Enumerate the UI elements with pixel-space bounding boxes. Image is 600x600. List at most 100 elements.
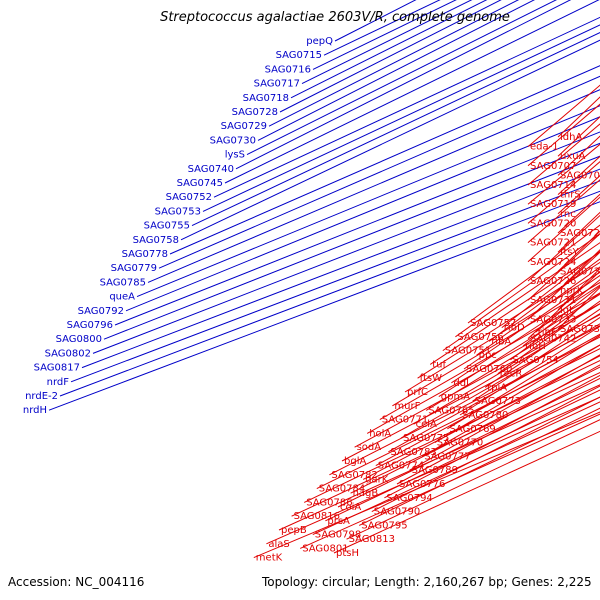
reverse-gene-label: ftsY: [560, 247, 579, 258]
forward-leader: [235, 0, 572, 170]
reverse-gene-label: SAG0709: [560, 170, 600, 181]
forward-gene-label: SAG0753: [155, 206, 201, 217]
forward-leader: [257, 0, 536, 141]
reverse-gene-label: SAG0742: [530, 334, 576, 345]
reverse-gene-label: hprK: [560, 286, 584, 297]
reverse-leader: [425, 303, 600, 411]
reverse-gene-label: tuf: [432, 359, 446, 370]
reverse-gene-label: SAG0777: [424, 451, 470, 462]
reverse-leader: [333, 430, 600, 554]
forward-gene-label: SAG0792: [78, 306, 124, 317]
reverse-gene-label: tpiA: [487, 382, 507, 393]
forward-leader: [202, 24, 600, 212]
forward-gene-label: SAG0718: [243, 93, 289, 104]
forward-gene-label: SAG0715: [276, 50, 322, 61]
reverse-gene-label: SAG0721: [530, 238, 576, 249]
reverse-leader: [325, 389, 600, 522]
reverse-gene-label: SAG0776: [399, 479, 445, 490]
forward-leader: [136, 105, 600, 298]
forward-leader: [48, 201, 600, 411]
forward-leader: [92, 155, 600, 354]
reverse-gene-label: SAG0765: [428, 405, 474, 416]
forward-gene-label: nrdH: [23, 405, 47, 416]
reverse-leader: [463, 274, 600, 370]
reverse-leader: [413, 313, 600, 425]
reverse-gene-label: ppc: [479, 350, 497, 361]
reverse-leader: [388, 333, 600, 453]
forward-gene-label: pepQ: [306, 36, 333, 47]
reverse-leader: [434, 344, 600, 444]
forward-leader: [180, 39, 600, 241]
forward-leader: [158, 75, 600, 269]
reverse-leader: [379, 292, 600, 421]
forward-gene-label: SAG0817: [34, 363, 80, 374]
forward-gene-label: SAG0802: [45, 348, 91, 359]
reverse-gene-label: SAG0784: [319, 484, 365, 495]
forward-gene-label: SAG0785: [100, 277, 146, 288]
reverse-gene-label: prfC: [407, 387, 428, 398]
reverse-gene-label: SAG0751: [445, 346, 491, 357]
map-title: Streptococcus agalactiae 2603V/R, comple…: [160, 10, 510, 25]
reverse-gene-label: celA: [416, 419, 437, 430]
reverse-leader: [404, 271, 600, 393]
forward-gene-label: SAG0730: [210, 135, 256, 146]
reverse-gene-label: SAG0757: [470, 318, 516, 329]
reverse-leader: [476, 266, 600, 356]
reverse-leader: [329, 336, 600, 476]
reverse-gene-label: gpmA: [441, 392, 470, 403]
forward-gene-label: nrdF: [47, 377, 70, 388]
reverse-leader: [312, 401, 600, 536]
reverse-gene-label: SAG0707: [530, 161, 576, 172]
reverse-gene-label: SAG0816: [294, 511, 340, 522]
reverse-gene-label: SAG0775: [403, 433, 449, 444]
reverse-gene-label: SAG0774: [378, 461, 424, 472]
reverse-gene-label: ribE: [538, 327, 558, 338]
reverse-gene-label: SAG0795: [361, 520, 407, 531]
reverse-gene-label: ldhA: [560, 132, 582, 143]
reverse-leader: [371, 396, 600, 513]
reverse-leader: [341, 325, 600, 462]
forward-gene-label: SAG0755: [144, 221, 190, 232]
reverse-gene-label: ftsW: [420, 373, 442, 384]
accession-text: Accession: NC_004116: [8, 575, 144, 589]
reverse-leader: [366, 303, 600, 434]
reverse-gene-label: metK: [256, 553, 283, 564]
reverse-gene-label: SAG0725: [560, 228, 600, 239]
reverse-gene-label: SAG0760: [466, 364, 512, 375]
reverse-leader: [358, 407, 600, 526]
reverse-gene-label: SAG0801: [302, 543, 348, 554]
reverse-gene-label: SAG0783: [390, 447, 436, 458]
reverse-gene-label: SAG0724: [530, 257, 576, 268]
reverse-leader: [299, 413, 600, 549]
forward-leader: [279, 0, 502, 113]
reverse-gene-label: SAG0738: [560, 324, 600, 335]
reverse-gene-label: SAG0789: [412, 465, 458, 476]
forward-leader: [147, 89, 600, 283]
reverse-gene-label: pepB: [281, 525, 307, 536]
reverse-leader: [354, 313, 600, 448]
reverse-leader: [429, 251, 600, 365]
reverse-gene-label: SAG0769: [449, 424, 495, 435]
reverse-gene-label: SAG0726: [530, 276, 576, 287]
reverse-leader: [384, 385, 600, 499]
forward-leader: [246, 0, 557, 156]
forward-leader: [312, 0, 457, 70]
reverse-gene-label: SAG0773: [475, 396, 521, 407]
forward-gene-label: SAG0752: [166, 192, 212, 203]
reverse-gene-label: prsA: [327, 516, 350, 527]
reverse-gene-label: SAG0813: [349, 534, 395, 545]
reverse-leader: [442, 242, 600, 352]
gene-labels: pepQ SAG0715 SAG0716 SAG0717 SAG0718 SAG0728 S…: [23, 36, 600, 564]
forward-leader: [224, 0, 600, 184]
reverse-leader: [278, 384, 600, 531]
forward-gene-label: nrdE-2: [25, 391, 58, 402]
forward-leader: [70, 180, 600, 383]
reverse-gene-label: ptsH: [336, 548, 359, 559]
forward-gene-label: SAG0717: [254, 79, 300, 90]
reverse-leader: [438, 293, 600, 398]
reverse-gene-label: SAG0790: [374, 507, 420, 518]
forward-leader: [103, 142, 600, 340]
reverse-gene-label: alaS: [268, 539, 289, 550]
reverse-leader: [291, 372, 600, 517]
